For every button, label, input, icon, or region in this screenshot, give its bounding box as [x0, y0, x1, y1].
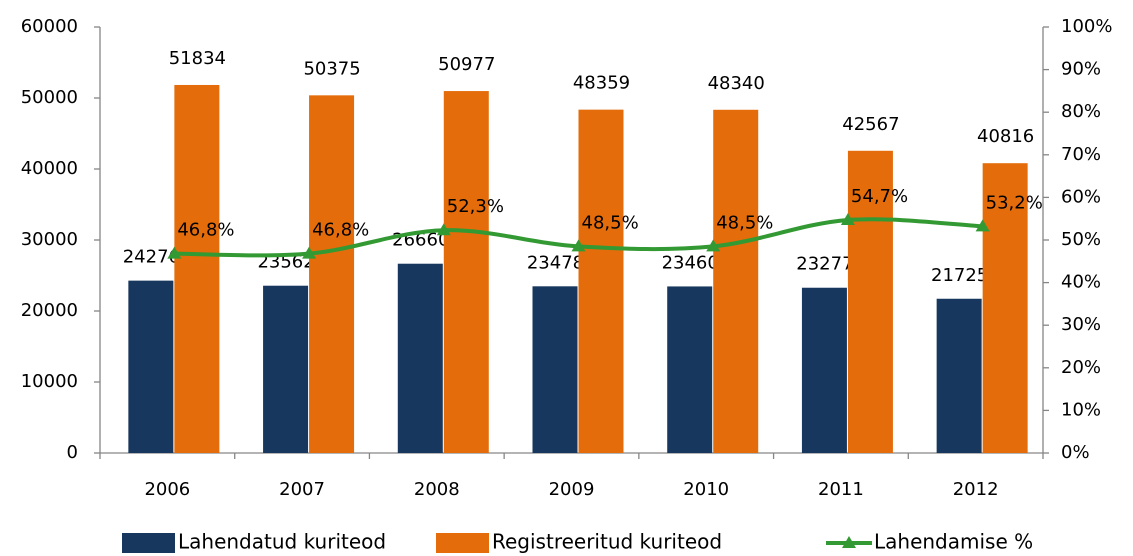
y2-tick-label: 80% [1061, 101, 1101, 122]
bar-value-label: 40816 [977, 126, 1034, 147]
line-marker [975, 219, 990, 232]
x-tick-label: 2009 [549, 479, 595, 500]
bar [801, 287, 847, 453]
legend-swatch [122, 533, 175, 553]
bar-value-label: 42567 [842, 114, 899, 135]
y2-tick-label: 60% [1061, 186, 1101, 207]
bar-value-label: 23460 [662, 252, 719, 273]
y2-tick-label: 50% [1061, 229, 1101, 250]
line-value-label: 46,8% [312, 220, 369, 241]
y2-tick-label: 90% [1061, 59, 1101, 80]
y2-tick-label: 100% [1061, 16, 1112, 37]
bar-value-label: 48359 [573, 73, 630, 94]
bar [128, 280, 174, 453]
line-marker [167, 246, 182, 259]
bar [982, 163, 1028, 453]
y-tick-label: 40000 [21, 158, 78, 179]
line-value-label: 54,7% [851, 186, 908, 207]
line-marker [840, 212, 855, 225]
line-marker [706, 239, 721, 252]
legend-label: Lahendatud kuriteod [178, 530, 386, 554]
x-tick-label: 2012 [953, 479, 999, 500]
bar-value-label: 48340 [708, 73, 765, 94]
y-tick-label: 30000 [21, 229, 78, 250]
bar [713, 109, 759, 453]
y-tick-label: 0 [67, 442, 78, 463]
bar-value-label: 24276 [123, 247, 180, 268]
bar [578, 109, 624, 454]
bar [443, 91, 489, 454]
bar [397, 263, 443, 453]
x-tick-label: 2011 [818, 479, 864, 500]
line-value-label: 46,8% [177, 220, 234, 241]
y-tick-label: 10000 [21, 371, 78, 392]
legend-marker [842, 536, 856, 548]
y2-tick-label: 0% [1061, 442, 1090, 463]
y2-tick-label: 10% [1061, 399, 1101, 420]
line-value-label: 53,2% [986, 192, 1043, 213]
x-tick-label: 2010 [683, 479, 729, 500]
legend-label: Lahendamise % [874, 530, 1033, 554]
line-value-label: 52,3% [447, 196, 504, 217]
bar [936, 298, 982, 453]
bar-value-label: 51834 [169, 48, 226, 69]
y-tick-label: 20000 [21, 300, 78, 321]
line-value-label: 48,5% [582, 212, 639, 233]
line-marker [571, 239, 586, 252]
x-tick-label: 2007 [279, 479, 325, 500]
bar [309, 95, 355, 454]
bar [532, 286, 578, 453]
legend-label: Registreeritud kuriteod [492, 530, 722, 554]
bar [847, 150, 893, 454]
y2-tick-label: 70% [1061, 144, 1101, 165]
y-tick-label: 50000 [21, 87, 78, 108]
bar-value-label: 23478 [527, 252, 584, 273]
bar-value-label: 23277 [796, 254, 853, 275]
x-tick-label: 2006 [144, 479, 190, 500]
y-tick-label: 60000 [21, 16, 78, 37]
legend-swatch [436, 533, 489, 553]
line-value-label: 48,5% [716, 212, 773, 233]
line-marker [436, 223, 451, 236]
bar-value-label: 50977 [438, 54, 495, 75]
bar-value-label: 50375 [303, 58, 360, 79]
y2-tick-label: 30% [1061, 314, 1101, 335]
bar [667, 286, 713, 453]
bar-value-label: 21725 [931, 265, 988, 286]
line-marker [302, 246, 317, 259]
y2-tick-label: 40% [1061, 272, 1101, 293]
y2-tick-label: 20% [1061, 357, 1101, 378]
bar [263, 285, 309, 453]
x-tick-label: 2008 [414, 479, 460, 500]
bar [174, 84, 220, 453]
